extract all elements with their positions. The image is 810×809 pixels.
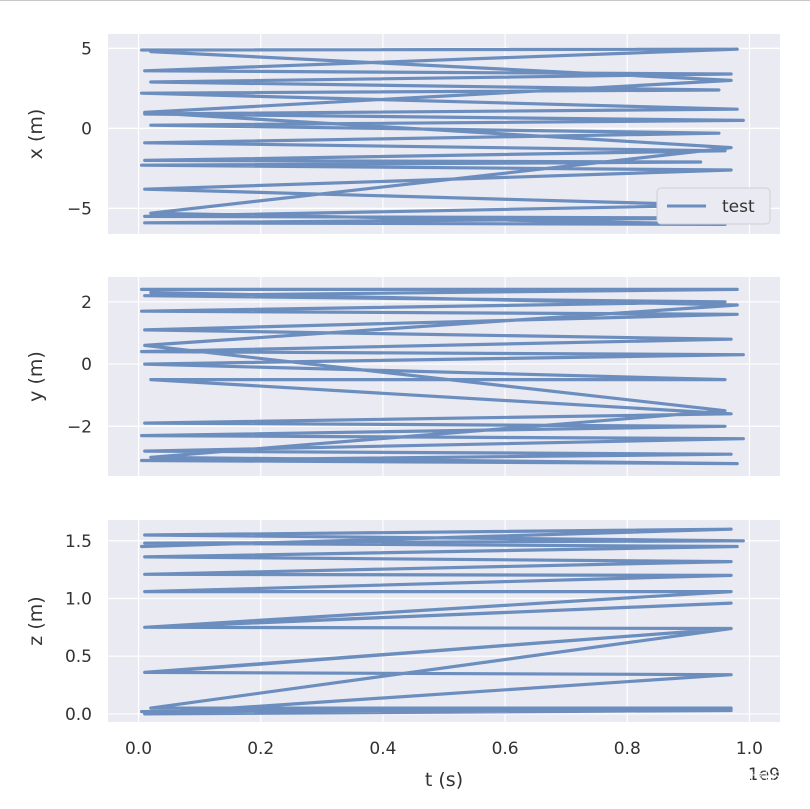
- series-line-3-0: [140, 527, 745, 716]
- y-tick-label: 0.0: [65, 705, 92, 725]
- y-tick-label: 0: [81, 355, 92, 375]
- x-tick-label: 0.4: [369, 739, 396, 759]
- x-tick-label: 0.2: [247, 739, 274, 759]
- y-axis-label: z (m): [25, 596, 47, 645]
- y-tick-label: 0: [81, 119, 92, 139]
- y-tick-label: −2: [67, 417, 92, 437]
- x-tick-label: 0.8: [614, 739, 641, 759]
- legend-box: [656, 187, 771, 225]
- watermark-text: @稀土掘金技术社区: [651, 769, 786, 787]
- x-axis-label: t (s): [425, 769, 463, 791]
- top-border-rule: [0, 0, 810, 1]
- legend-entry-label: test: [722, 197, 755, 217]
- x-tick-label: 0.0: [125, 739, 152, 759]
- y-tick-label: 1.0: [65, 589, 92, 609]
- x-tick-label: 0.6: [492, 739, 519, 759]
- series-line-1-0: [140, 47, 745, 226]
- x-tick-label: 1.0: [736, 739, 763, 759]
- y-tick-label: 5: [81, 39, 92, 59]
- series-line-2-0: [140, 287, 745, 466]
- panel-background-3: [108, 520, 780, 722]
- y-tick-label: 0.5: [65, 647, 92, 667]
- y-tick-label: 2: [81, 293, 92, 313]
- y-axis-label: x (m): [25, 109, 47, 160]
- y-tick-label: 1.5: [65, 532, 92, 552]
- y-tick-label: −5: [67, 199, 92, 219]
- y-axis-label: y (m): [25, 351, 47, 402]
- x-offset-text: 1e9: [748, 765, 780, 785]
